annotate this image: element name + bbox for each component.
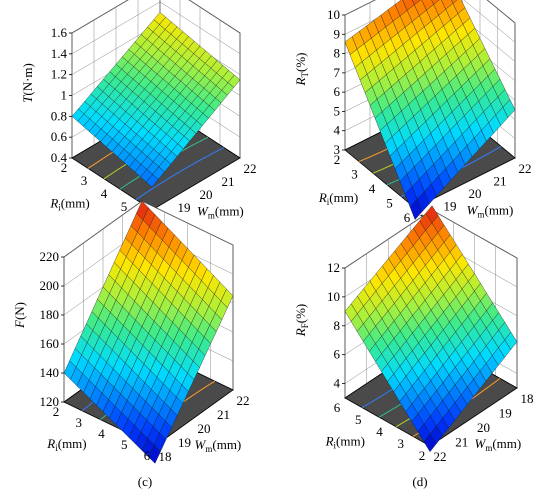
y-axis-label: Wm(mm) [467, 203, 514, 220]
panel-label: (d) [412, 474, 427, 489]
z-tick-label: 0.4 [51, 150, 68, 165]
z-tick-label: 6 [334, 347, 341, 362]
y-tick-label: 21 [455, 435, 468, 450]
z-tick-label: 120 [40, 394, 60, 409]
floor-contour [135, 147, 225, 201]
x-tick-label: 3 [81, 173, 88, 188]
x-tick-label: 5 [121, 199, 128, 214]
x-axis-label: Ri(mm) [49, 195, 89, 212]
z-tick-label: 160 [40, 336, 60, 351]
surface-cell [451, 0, 458, 4]
y-tick-label: 18 [521, 391, 534, 406]
x-tick-label: 3 [76, 415, 83, 430]
x-tick-label: 2 [61, 160, 68, 175]
x-tick-label: 2 [53, 404, 60, 419]
z-tick-label: 1.4 [51, 46, 68, 61]
z-tick-label: 140 [40, 365, 60, 380]
chart-b: 345678910RT(%)234561819202122Ri(mm)Wm(mm… [293, 0, 532, 251]
x-axis-label: Ri(mm) [318, 190, 358, 207]
x-tick-label: 6 [404, 210, 411, 225]
surface-cell [146, 174, 159, 188]
z-tick-label: 4 [334, 123, 341, 138]
y-tick-label: 22 [434, 449, 447, 464]
z-tick-label: 10 [327, 289, 340, 304]
y-tick-label: 19 [178, 435, 191, 450]
wall-gridline [344, 0, 516, 24]
y-tick-label: 22 [237, 393, 250, 408]
y-tick-label: 20 [200, 187, 213, 202]
y-tick-label: 21 [217, 407, 230, 422]
z-tick-label: 180 [40, 307, 60, 322]
z-tick-label: 6 [334, 84, 341, 99]
chart-c: 120 140 160 180 200 220 F(N) 2 34 5 6 18 19 20 21 22 Ri(… [12, 200, 250, 489]
x-axis-label: Ri(mm) [46, 436, 86, 453]
y-tick-label: 20 [469, 186, 482, 201]
x-tick-label: 2 [419, 448, 426, 463]
x-tick-label: 4 [101, 186, 108, 201]
surface-cell [148, 444, 161, 464]
x-tick-label: 4 [98, 426, 105, 441]
z-tick-label: 9 [334, 26, 341, 41]
z-tick-label: 8 [334, 318, 341, 333]
x-tick-label: 3 [351, 167, 358, 182]
z-tick-label: 0.8 [51, 108, 67, 123]
x-tick-label: 6 [334, 400, 341, 415]
x-tick-label: 4 [376, 424, 383, 439]
y-tick-label: 21 [222, 174, 235, 189]
x-tick-label: 5 [386, 196, 393, 211]
y-tick-label: 19 [499, 406, 512, 421]
z-tick-label: 4 [334, 376, 341, 391]
x-tick-label: 5 [355, 412, 362, 427]
y-tick-label: 20 [477, 420, 490, 435]
y-tick-label: 19 [444, 199, 457, 214]
panel-label: (c) [138, 474, 152, 489]
y-tick-label: 22 [244, 161, 257, 176]
x-tick-label: 5 [121, 437, 128, 452]
z-tick-label: 7 [334, 65, 341, 80]
z-tick-label: 5 [334, 103, 341, 118]
z-axis-label: RT(%) [293, 53, 310, 87]
chart-a: 0.40.60.811.21.41.6T(N·m)234561819202122… [20, 0, 257, 253]
z-tick-label: 1.2 [51, 67, 67, 82]
surface-cell [423, 433, 437, 453]
surface-cell [409, 198, 423, 220]
z-tick-label: 220 [40, 249, 60, 264]
x-tick-label: 4 [369, 181, 376, 196]
x-tick-label: 6 [144, 448, 151, 463]
z-axis-label: T(N·m) [20, 63, 35, 103]
z-tick-label: 200 [40, 278, 60, 293]
z-tick-label: 1.6 [51, 25, 68, 40]
y-tick-label: 21 [494, 174, 507, 189]
z-tick-label: 3 [334, 142, 341, 157]
y-axis-label: Wm(mm) [197, 203, 244, 220]
z-tick-label: 8 [334, 46, 341, 61]
z-tick-label: 0.6 [51, 129, 68, 144]
y-axis-label: Wm(mm) [195, 437, 242, 454]
z-axis-label: RF(%) [293, 304, 310, 337]
x-axis-label: Ri(mm) [325, 434, 365, 451]
x-tick-label: 3 [398, 436, 405, 451]
y-tick-label: 19 [178, 200, 191, 215]
y-tick-label: 22 [519, 161, 532, 176]
x-tick-label: 2 [334, 152, 341, 167]
z-axis-label: F(N) [12, 302, 27, 329]
y-axis-label: Wm(mm) [474, 436, 521, 453]
y-tick-label: 18 [159, 449, 172, 464]
y-tick-label: 20 [198, 421, 211, 436]
z-tick-label: 12 [327, 260, 340, 275]
z-tick-label: 1 [61, 88, 68, 103]
z-tick-label: 10 [327, 7, 340, 22]
wall-gridline [71, 0, 241, 34]
